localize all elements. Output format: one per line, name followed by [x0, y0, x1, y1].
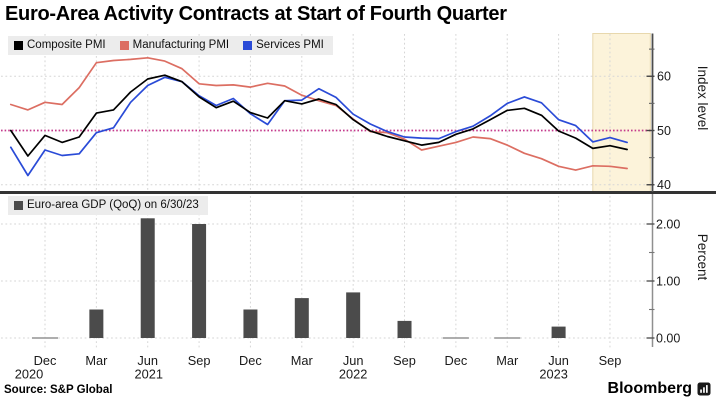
- gdp-swatch-icon: [14, 200, 23, 210]
- gdp-legend: Euro-area GDP (QoQ) on 6/30/23: [8, 196, 208, 215]
- source-credit: Source: S&P Global: [4, 384, 113, 396]
- svg-text:Dec: Dec: [239, 353, 262, 368]
- legend-label-gdp: Euro-area GDP (QoQ) on 6/30/23: [27, 199, 199, 211]
- svg-text:2.00: 2.00: [656, 217, 680, 231]
- bloomberg-terminal-icon: [697, 382, 711, 396]
- legend-label-services: Services PMI: [256, 39, 324, 51]
- svg-text:Mar: Mar: [291, 353, 314, 368]
- svg-text:Jun: Jun: [548, 353, 569, 368]
- svg-text:Mar: Mar: [496, 353, 519, 368]
- svg-text:60: 60: [657, 70, 671, 84]
- manufacturing-swatch-icon: [119, 40, 129, 50]
- svg-text:Percent: Percent: [695, 234, 710, 281]
- svg-text:Jun: Jun: [137, 353, 158, 368]
- services-swatch-icon: [243, 40, 253, 50]
- legend-item-gdp: Euro-area GDP (QoQ) on 6/30/23: [14, 199, 199, 211]
- bloomberg-logo: Bloomberg: [608, 380, 711, 398]
- svg-text:Dec: Dec: [444, 353, 467, 368]
- legend-label-manufacturing: Manufacturing PMI: [132, 39, 230, 51]
- svg-text:Sep: Sep: [393, 353, 416, 368]
- composite-swatch-icon: [14, 40, 23, 50]
- svg-text:Dec: Dec: [34, 353, 57, 368]
- legend-item-composite: Composite PMI: [14, 39, 106, 51]
- svg-text:Sep: Sep: [188, 353, 211, 368]
- legend-item-manufacturing: Manufacturing PMI: [119, 39, 230, 51]
- svg-text:40: 40: [657, 178, 671, 192]
- svg-text:2020: 2020: [15, 367, 43, 382]
- svg-text:2022: 2022: [339, 367, 367, 382]
- svg-text:Sep: Sep: [599, 353, 622, 368]
- svg-text:Index level: Index level: [695, 66, 710, 131]
- svg-text:0.00: 0.00: [656, 331, 680, 345]
- bloomberg-wordmark: Bloomberg: [607, 380, 692, 397]
- svg-text:2023: 2023: [539, 367, 567, 382]
- svg-text:2021: 2021: [134, 367, 162, 382]
- chart-title: Euro-Area Activity Contracts at Start of…: [5, 3, 507, 25]
- svg-text:Jun: Jun: [343, 353, 364, 368]
- legend-item-services: Services PMI: [243, 39, 324, 51]
- svg-text:50: 50: [657, 124, 671, 138]
- svg-text:1.00: 1.00: [656, 274, 680, 288]
- pmi-legend: Composite PMI Manufacturing PMI Services…: [8, 36, 333, 55]
- legend-label-composite: Composite PMI: [27, 39, 106, 51]
- svg-text:Mar: Mar: [85, 353, 108, 368]
